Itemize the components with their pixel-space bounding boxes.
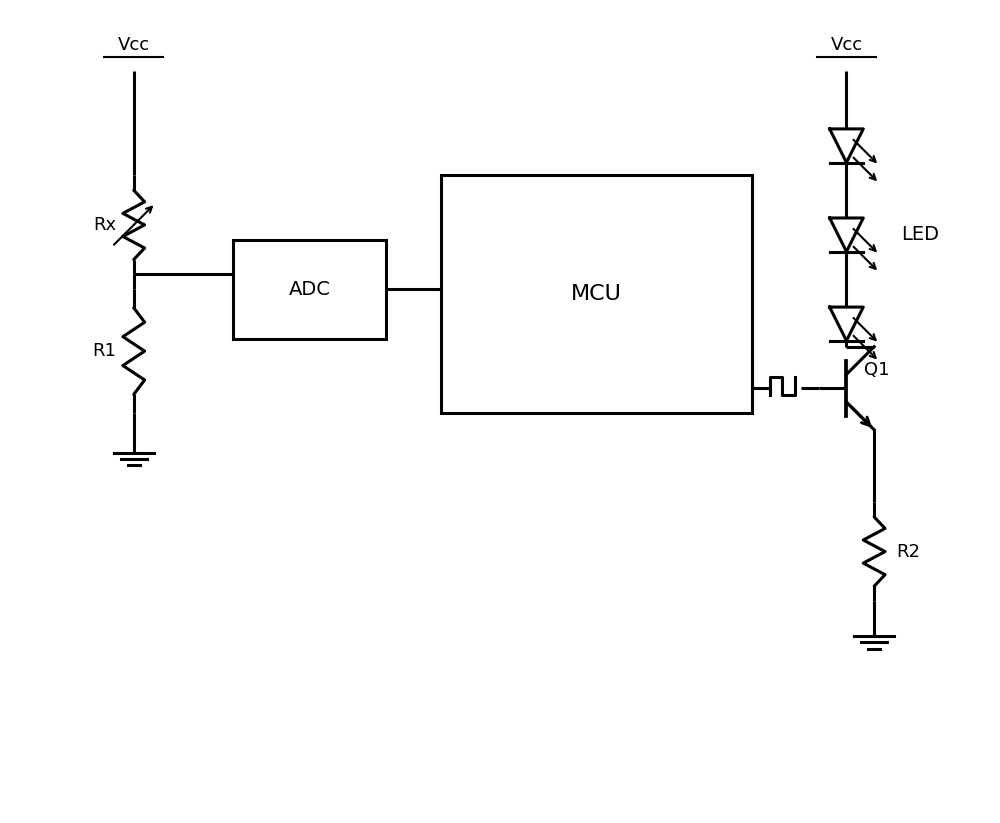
Text: Q1: Q1 xyxy=(864,361,890,379)
Text: ADC: ADC xyxy=(289,280,330,299)
Text: Vcc: Vcc xyxy=(830,35,863,53)
Text: Vcc: Vcc xyxy=(118,35,150,53)
Text: R2: R2 xyxy=(896,542,920,560)
Text: LED: LED xyxy=(901,226,939,244)
Text: R1: R1 xyxy=(92,342,116,360)
Bar xyxy=(441,175,752,413)
Text: MCU: MCU xyxy=(571,284,622,305)
Bar xyxy=(233,239,386,339)
Text: Rx: Rx xyxy=(93,216,116,234)
